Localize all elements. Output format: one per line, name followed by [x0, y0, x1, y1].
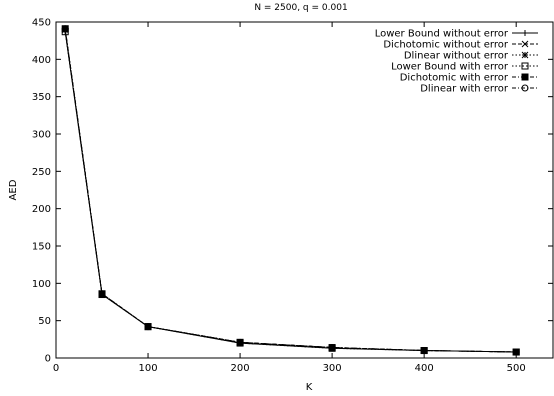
x-axis-label: K	[306, 382, 313, 393]
y-tick-label: 100	[32, 279, 51, 290]
y-tick-label: 350	[32, 92, 51, 103]
y-tick-label: 200	[32, 204, 51, 215]
data-point	[144, 323, 152, 331]
data-point	[521, 62, 529, 70]
x-tick-label: 500	[507, 363, 526, 374]
axes: 0 50 100 150 200 250 300 350 400 450 0 100 200 300 400…	[32, 18, 553, 374]
x-tick-label: 400	[415, 363, 434, 374]
legend-entry: Dichotomic without error	[383, 40, 538, 51]
data-point	[521, 51, 529, 59]
data-point	[420, 347, 428, 355]
data-point	[521, 73, 529, 81]
y-tick-label: 150	[32, 242, 51, 253]
data-point	[61, 25, 69, 33]
data-point	[236, 338, 244, 346]
data-point	[98, 290, 106, 298]
y-tick-label: 450	[32, 18, 51, 29]
y-tick-label: 400	[32, 55, 51, 66]
x-tick-label: 300	[323, 363, 342, 374]
data-point	[521, 40, 529, 48]
plot-border	[55, 21, 554, 359]
x-tick-label: 100	[138, 363, 157, 374]
legend-label: Dlinear with error	[420, 84, 509, 95]
y-tick-label: 50	[38, 316, 51, 327]
plot-frame	[55, 21, 554, 359]
legend-entry: Dichotomic with error	[400, 73, 538, 84]
legend-entry: Lower Bound without error	[375, 29, 538, 40]
legend-entry: Dlinear without error	[404, 51, 538, 62]
y-tick-label: 0	[45, 354, 51, 365]
chart-title: N = 2500, q = 0.001	[254, 3, 347, 13]
data-point	[512, 348, 520, 356]
y-axis-label: AED	[8, 179, 19, 200]
legend-label: Lower Bound without error	[375, 29, 509, 40]
series	[61, 25, 520, 356]
legend-entry: Lower Bound with error	[391, 62, 538, 73]
series-layer	[61, 25, 520, 356]
y-tick-label: 250	[32, 167, 51, 178]
legend-entry: Dlinear with error	[420, 84, 538, 95]
legend-label: Dlinear without error	[404, 51, 509, 62]
legend-label: Lower Bound with error	[391, 62, 509, 73]
data-point	[522, 30, 528, 36]
x-tick-label: 0	[53, 363, 59, 374]
data-point	[328, 344, 336, 352]
legend-label: Dichotomic without error	[383, 40, 509, 51]
data-point	[521, 84, 529, 92]
legend-label: Dichotomic with error	[400, 73, 509, 84]
x-tick-label: 200	[231, 363, 250, 374]
y-tick-label: 300	[32, 130, 51, 141]
series-line	[64, 28, 517, 353]
